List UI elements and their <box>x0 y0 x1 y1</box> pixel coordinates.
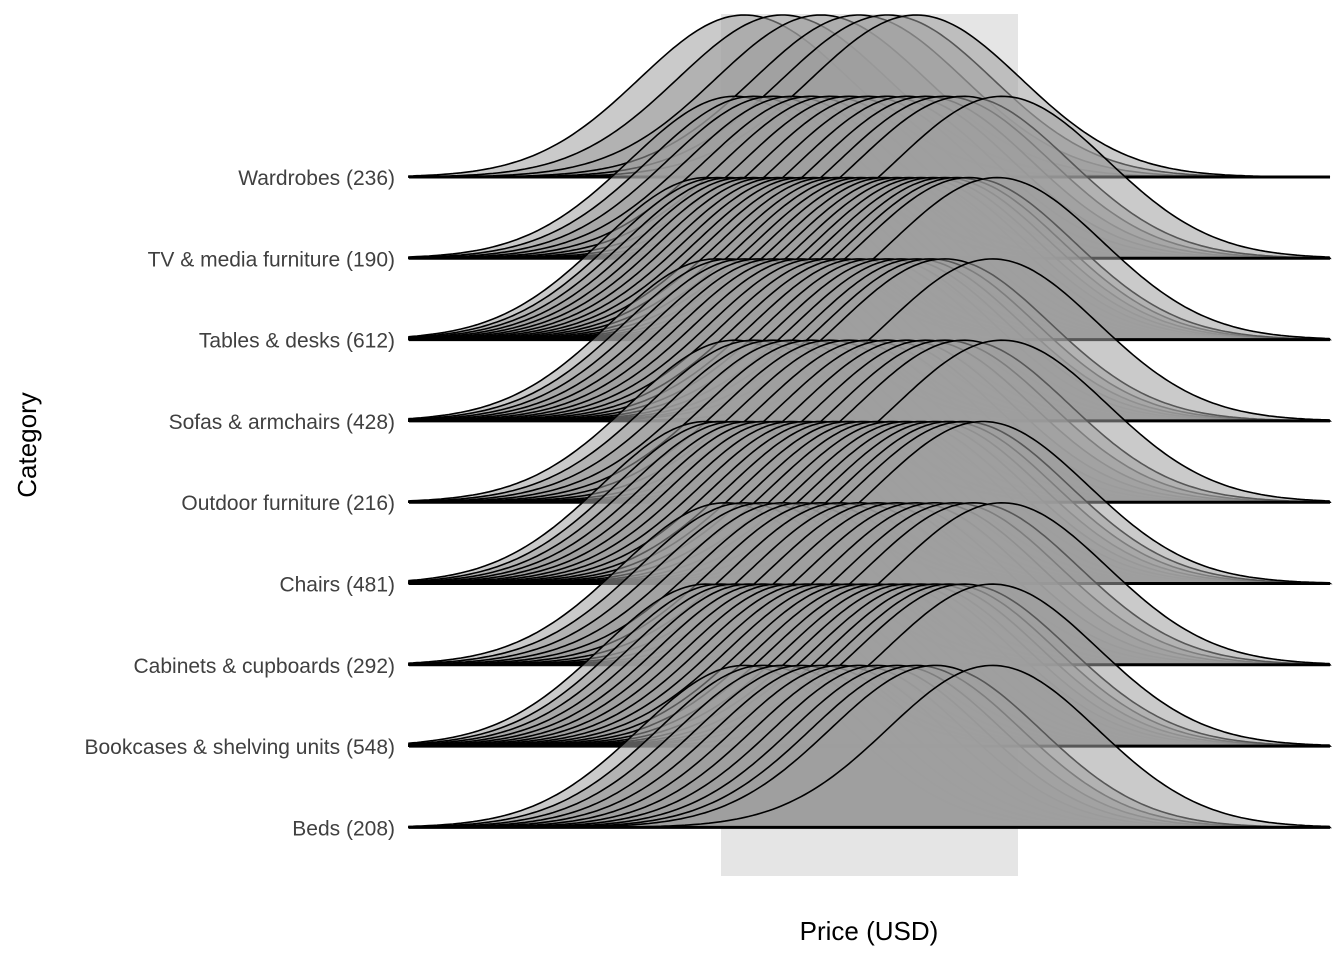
y-tick-label: Cabinets & cupboards (292) <box>134 655 396 678</box>
y-tick-label: Outdoor furniture (216) <box>181 492 395 515</box>
y-axis-title: Category <box>12 392 42 498</box>
y-tick-label: TV & media furniture (190) <box>148 248 395 271</box>
y-tick-label: Bookcases & shelving units (548) <box>85 736 396 759</box>
ridge-beds-208 <box>408 664 1332 829</box>
y-tick-label: Chairs (481) <box>279 574 395 597</box>
y-tick-label: Tables & desks (612) <box>199 330 395 353</box>
ridge-chairs-481 <box>408 420 1333 585</box>
ridge-bookcases-shelving-units-548 <box>408 583 1332 748</box>
y-tick-label: Beds (208) <box>292 817 395 840</box>
y-tick-label: Sofas & armchairs (428) <box>169 411 395 434</box>
x-axis-title: Price (USD) <box>800 916 939 946</box>
ridge-layer <box>408 14 1333 829</box>
y-tick-label: Wardrobes (236) <box>238 167 395 190</box>
y-axis-tick-labels: Beds (208) Bookcases & shelving units (54… <box>85 167 396 840</box>
